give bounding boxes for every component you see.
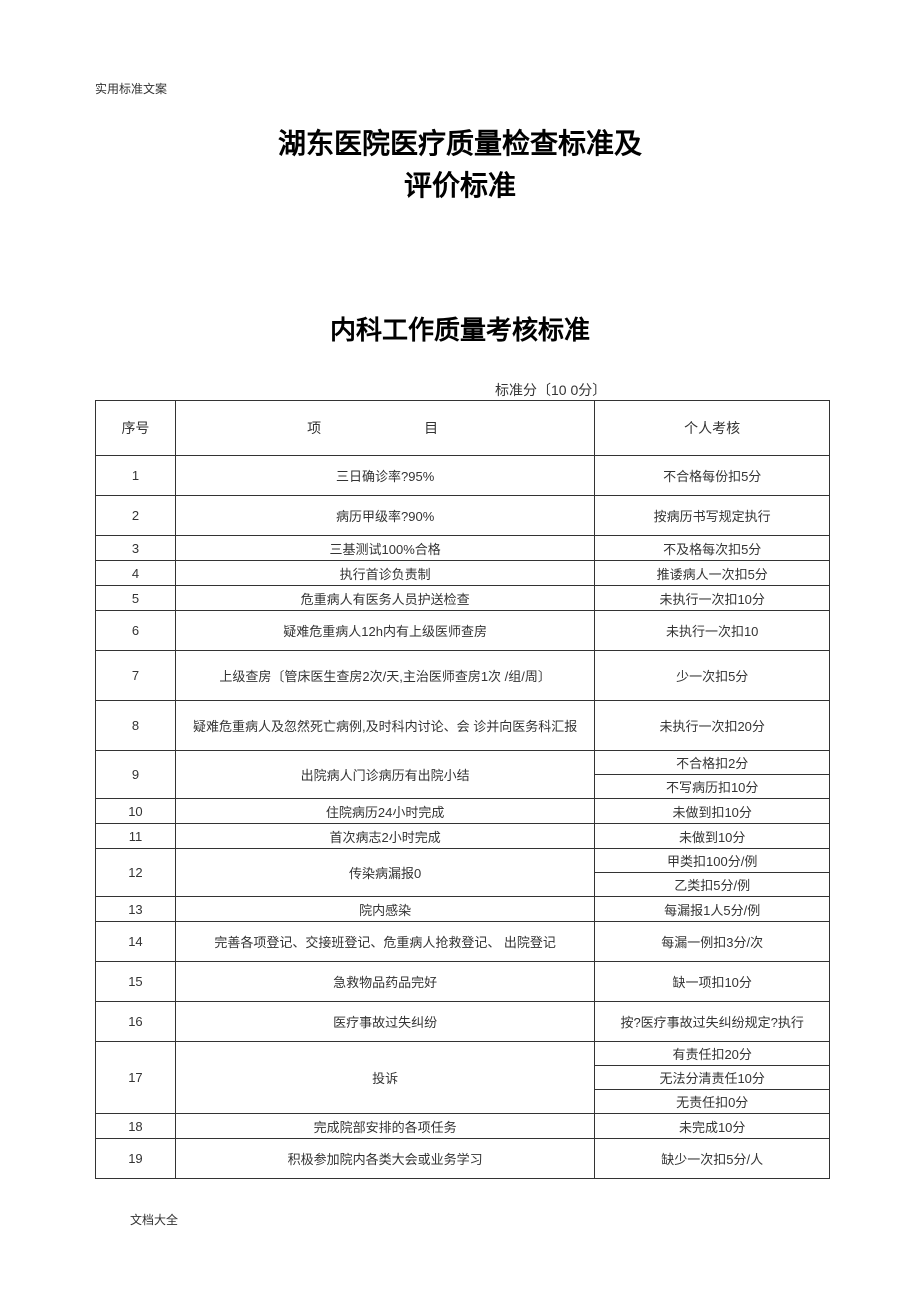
cell-assess: 每漏报1人5分/例 xyxy=(595,897,830,922)
cell-assess: 不及格每次扣5分 xyxy=(595,536,830,561)
table-row: 3三基测试100%合格不及格每次扣5分 xyxy=(96,536,830,561)
cell-item: 上级查房〔管床医生查房2次/天,主治医师查房1次 /组/周〕 xyxy=(175,651,594,701)
table-row: 16医疗事故过失纠纷按?医疗事故过失纠纷规定?执行 xyxy=(96,1002,830,1042)
cell-item: 病历甲级率?90% xyxy=(175,496,594,536)
cell-seq: 8 xyxy=(96,701,176,751)
table-row: 11首次病志2小时完成未做到10分 xyxy=(96,824,830,849)
table-row: 6疑难危重病人12h内有上级医师查房未执行一次扣10 xyxy=(96,611,830,651)
score-label: 标准分〔10 0分〕 xyxy=(495,380,606,400)
section-title: 内科工作质量考核标准 xyxy=(0,310,920,347)
cell-seq: 2 xyxy=(96,496,176,536)
cell-seq: 18 xyxy=(96,1114,176,1139)
cell-assess: 未执行一次扣10 xyxy=(595,611,830,651)
cell-item: 三基测试100%合格 xyxy=(175,536,594,561)
table-row: 17投诉有责任扣20分 xyxy=(96,1042,830,1066)
cell-item: 疑难危重病人及忽然死亡病例,及时科内讨论、会 诊并向医务科汇报 xyxy=(175,701,594,751)
cell-item: 出院病人门诊病历有出院小结 xyxy=(175,751,594,799)
table-row: 4执行首诊负责制推诿病人一次扣5分 xyxy=(96,561,830,586)
assessment-table: 序号 项 目 个人考核 1三日确诊率?95%不合格每份扣5分2病历甲级率?90%… xyxy=(95,400,830,1179)
header-item: 项 目 xyxy=(175,401,594,456)
cell-assess: 按病历书写规定执行 xyxy=(595,496,830,536)
table-row: 1三日确诊率?95%不合格每份扣5分 xyxy=(96,456,830,496)
cell-assess: 有责任扣20分 xyxy=(595,1042,830,1066)
cell-item: 首次病志2小时完成 xyxy=(175,824,594,849)
table-row: 7上级查房〔管床医生查房2次/天,主治医师查房1次 /组/周〕少一次扣5分 xyxy=(96,651,830,701)
cell-item: 完成院部安排的各项任务 xyxy=(175,1114,594,1139)
assessment-table-container: 序号 项 目 个人考核 1三日确诊率?95%不合格每份扣5分2病历甲级率?90%… xyxy=(95,400,830,1179)
table-row: 18完成院部安排的各项任务未完成10分 xyxy=(96,1114,830,1139)
cell-seq: 15 xyxy=(96,962,176,1002)
cell-seq: 11 xyxy=(96,824,176,849)
header-assess: 个人考核 xyxy=(595,401,830,456)
cell-item: 三日确诊率?95% xyxy=(175,456,594,496)
cell-seq: 4 xyxy=(96,561,176,586)
cell-assess: 未做到10分 xyxy=(595,824,830,849)
table-row: 9出院病人门诊病历有出院小结不合格扣2分 xyxy=(96,751,830,775)
cell-assess: 按?医疗事故过失纠纷规定?执行 xyxy=(595,1002,830,1042)
cell-assess: 少一次扣5分 xyxy=(595,651,830,701)
cell-seq: 19 xyxy=(96,1139,176,1179)
cell-seq: 3 xyxy=(96,536,176,561)
cell-assess: 甲类扣100分/例 xyxy=(595,849,830,873)
cell-assess: 不合格每份扣5分 xyxy=(595,456,830,496)
table-row: 5危重病人有医务人员护送检查未执行一次扣10分 xyxy=(96,586,830,611)
main-title-line1: 湖东医院医疗质量检查标准及 xyxy=(0,122,920,162)
cell-seq: 14 xyxy=(96,922,176,962)
cell-item: 医疗事故过失纠纷 xyxy=(175,1002,594,1042)
cell-item: 危重病人有医务人员护送检查 xyxy=(175,586,594,611)
cell-seq: 16 xyxy=(96,1002,176,1042)
main-title-line2: 评价标准 xyxy=(0,164,920,204)
cell-assess: 未完成10分 xyxy=(595,1114,830,1139)
cell-item: 疑难危重病人12h内有上级医师查房 xyxy=(175,611,594,651)
table-row: 2病历甲级率?90%按病历书写规定执行 xyxy=(96,496,830,536)
cell-item: 住院病历24小时完成 xyxy=(175,799,594,824)
header-seq: 序号 xyxy=(96,401,176,456)
page-header-label: 实用标准文案 xyxy=(95,80,167,97)
cell-item: 完善各项登记、交接班登记、危重病人抢救登记、 出院登记 xyxy=(175,922,594,962)
cell-seq: 1 xyxy=(96,456,176,496)
table-row: 8疑难危重病人及忽然死亡病例,及时科内讨论、会 诊并向医务科汇报未执行一次扣20… xyxy=(96,701,830,751)
cell-seq: 5 xyxy=(96,586,176,611)
cell-item: 积极参加院内各类大会或业务学习 xyxy=(175,1139,594,1179)
table-row: 12传染病漏报0甲类扣100分/例 xyxy=(96,849,830,873)
cell-seq: 17 xyxy=(96,1042,176,1114)
cell-assess: 推诿病人一次扣5分 xyxy=(595,561,830,586)
cell-assess: 无责任扣0分 xyxy=(595,1090,830,1114)
cell-item: 传染病漏报0 xyxy=(175,849,594,897)
cell-assess: 缺少一次扣5分/人 xyxy=(595,1139,830,1179)
cell-item: 院内感染 xyxy=(175,897,594,922)
cell-assess: 未执行一次扣10分 xyxy=(595,586,830,611)
cell-assess: 未执行一次扣20分 xyxy=(595,701,830,751)
table-row: 15急救物品药品完好缺一项扣10分 xyxy=(96,962,830,1002)
table-header-row: 序号 项 目 个人考核 xyxy=(96,401,830,456)
table-row: 10住院病历24小时完成未做到扣10分 xyxy=(96,799,830,824)
cell-seq: 12 xyxy=(96,849,176,897)
cell-assess: 缺一项扣10分 xyxy=(595,962,830,1002)
cell-assess: 不合格扣2分 xyxy=(595,751,830,775)
page-footer-label: 文档大全 xyxy=(130,1211,178,1228)
cell-assess: 每漏一例扣3分/次 xyxy=(595,922,830,962)
cell-seq: 7 xyxy=(96,651,176,701)
cell-assess: 不写病历扣10分 xyxy=(595,775,830,799)
cell-assess: 未做到扣10分 xyxy=(595,799,830,824)
cell-item: 投诉 xyxy=(175,1042,594,1114)
table-row: 14完善各项登记、交接班登记、危重病人抢救登记、 出院登记每漏一例扣3分/次 xyxy=(96,922,830,962)
cell-seq: 6 xyxy=(96,611,176,651)
cell-seq: 9 xyxy=(96,751,176,799)
cell-assess: 乙类扣5分/例 xyxy=(595,873,830,897)
cell-seq: 10 xyxy=(96,799,176,824)
cell-item: 急救物品药品完好 xyxy=(175,962,594,1002)
table-row: 13院内感染每漏报1人5分/例 xyxy=(96,897,830,922)
table-row: 19积极参加院内各类大会或业务学习缺少一次扣5分/人 xyxy=(96,1139,830,1179)
cell-item: 执行首诊负责制 xyxy=(175,561,594,586)
cell-seq: 13 xyxy=(96,897,176,922)
cell-assess: 无法分清责任10分 xyxy=(595,1066,830,1090)
